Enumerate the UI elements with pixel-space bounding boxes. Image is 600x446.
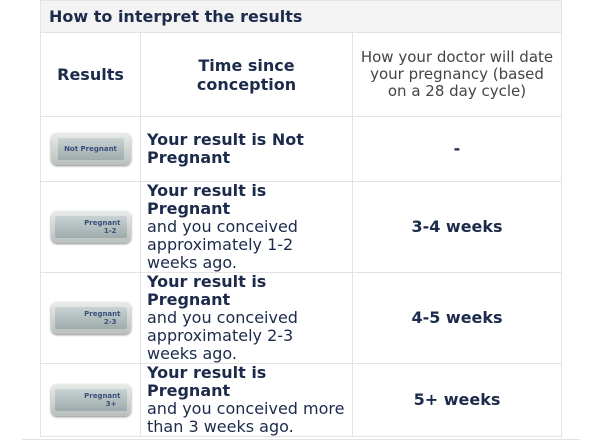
result-text: Your result is Not Pregnant <box>147 130 304 167</box>
result-row: Pregnant 3+ Your result is Pregnant and you… <box>40 363 562 437</box>
result-row: Not Pregnant Your result is Not Pregnant - <box>40 116 562 182</box>
result-detail: and you conceived approximately 2-3 week… <box>147 308 298 363</box>
lcd-screen: Not Pregnant <box>57 138 124 160</box>
divider <box>22 439 580 440</box>
result-cell: Your result is Pregnant and you conceived… <box>140 272 353 364</box>
result-detail: and you conceived approximately 1-2 week… <box>147 217 298 272</box>
column-header: Time since conception <box>140 32 353 117</box>
result-row: Pregnant 1-2 Your result is Pregnant and yo… <box>40 181 562 273</box>
table-body: How to interpret the results Results Tim… <box>40 0 562 437</box>
lcd-text: Pregnant <box>84 219 121 227</box>
column-header: Results <box>40 32 141 117</box>
display-cell: Pregnant 2-3 <box>40 272 141 364</box>
test-display: Pregnant 1-2 <box>50 211 131 243</box>
display-cell: Pregnant 3+ <box>40 363 141 437</box>
display-cell: Not Pregnant <box>40 116 141 182</box>
results-table: How to interpret the results Results Tim… <box>40 0 562 437</box>
lcd-text: Pregnant <box>84 392 121 400</box>
lcd-text: Not Pregnant <box>64 145 117 153</box>
display-cell: Pregnant 1-2 <box>40 181 141 273</box>
doctor-dating: 4-5 weeks <box>352 272 562 364</box>
results-table-wrap: How to interpret the results Results Tim… <box>40 0 562 437</box>
test-display: Not Pregnant <box>50 133 131 165</box>
doctor-dating: 5+ weeks <box>352 363 562 437</box>
lcd-screen: Pregnant 2-3 <box>54 307 127 329</box>
lcd-text: 3+ <box>105 400 117 408</box>
result-row: Pregnant 2-3 Your result is Pregnant and yo… <box>40 272 562 364</box>
lcd-screen: Pregnant 3+ <box>54 389 127 411</box>
lcd-screen: Pregnant 1-2 <box>54 216 127 238</box>
result-cell: Your result is Pregnant and you conceived… <box>140 181 353 273</box>
doctor-dating: - <box>352 116 562 182</box>
lcd-text: 1-2 <box>103 227 117 235</box>
lcd-text: 2-3 <box>103 318 117 326</box>
title-row: How to interpret the results <box>40 0 562 33</box>
result-text: Your result is Pregnant <box>147 272 267 309</box>
doctor-dating: 3-4 weeks <box>352 181 562 273</box>
result-text: Your result is Pregnant <box>147 181 267 218</box>
test-display: Pregnant 2-3 <box>50 302 131 334</box>
header-row: Results Time since conception How your d… <box>40 32 562 117</box>
result-text: Your result is Pregnant <box>147 363 267 400</box>
test-display: Pregnant 3+ <box>50 384 131 416</box>
result-cell: Your result is Pregnant and you conceived… <box>140 363 353 437</box>
lcd-text: Pregnant <box>84 310 121 318</box>
table-title: How to interpret the results <box>40 0 562 33</box>
result-cell: Your result is Not Pregnant <box>140 116 353 182</box>
result-detail: and you conceived more than 3 weeks ago. <box>147 399 345 436</box>
column-header: How your doctor will date your pregnancy… <box>352 32 562 117</box>
